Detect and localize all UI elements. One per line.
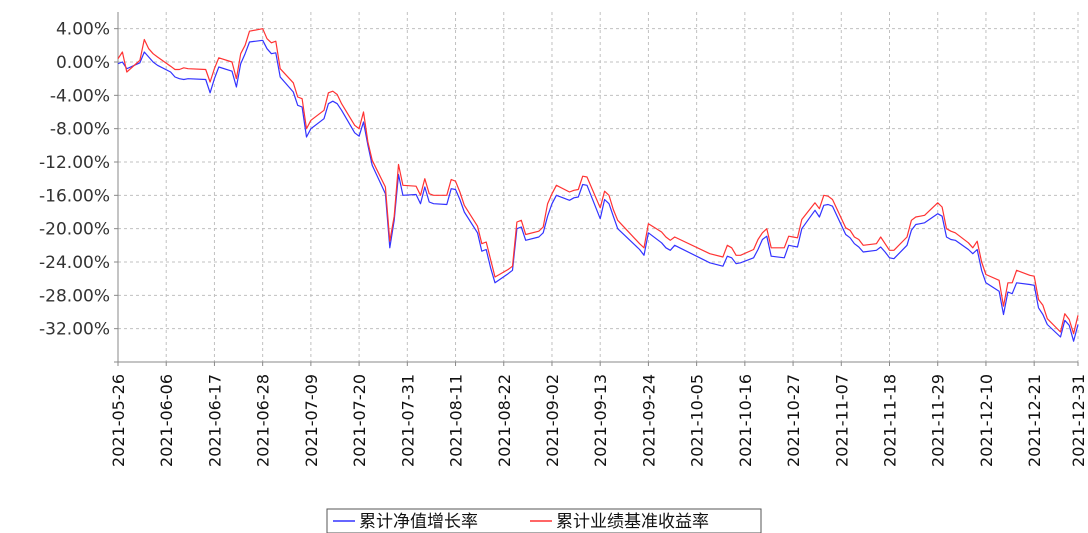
- y-tick-label: -24.00%: [39, 253, 110, 273]
- x-tick-label: 2021-12-21: [1025, 374, 1044, 467]
- x-tick-label: 2021-10-27: [784, 374, 803, 467]
- series-line-2: [117, 28, 1079, 335]
- x-tick-label: 2021-07-09: [302, 374, 321, 467]
- x-tick-label: 2021-07-20: [350, 374, 369, 467]
- x-tick-label: 2021-08-22: [495, 374, 514, 467]
- x-tick-label: 2021-11-18: [881, 374, 900, 467]
- x-tick-label: 2021-10-05: [688, 374, 707, 467]
- x-tick-label: 2021-11-29: [929, 374, 948, 467]
- x-tick-label: 2021-09-24: [639, 374, 658, 467]
- grid-lines: [117, 12, 1079, 362]
- x-tick-label: 2021-06-28: [254, 374, 273, 467]
- x-tick-label: 2021-11-07: [832, 374, 851, 467]
- y-tick-label: -32.00%: [39, 320, 110, 340]
- x-axis: 2021-05-26 2021-06-06 2021-06-17 2021-06-28…: [109, 361, 1088, 467]
- series-lines: [117, 28, 1079, 342]
- x-tick-label: 2021-09-02: [543, 374, 562, 467]
- x-tick-label: 2021-08-11: [447, 374, 466, 467]
- legend: 累计净值增长率 累计业绩基准收益率: [326, 508, 762, 533]
- x-tick-label: 2021-12-31: [1069, 374, 1088, 467]
- x-tick-label: 2021-06-06: [157, 374, 176, 467]
- y-tick-label: -28.00%: [39, 286, 110, 306]
- x-tick-label: 2021-09-13: [591, 374, 610, 467]
- x-tick-label: 2021-05-26: [109, 374, 128, 467]
- x-tick-label: 2021-12-10: [977, 374, 996, 467]
- y-tick-label: -8.00%: [50, 120, 110, 140]
- plot-background: [118, 12, 1078, 362]
- legend-label-series-2: 累计业绩基准收益率: [556, 512, 709, 532]
- y-tick-label: 4.00%: [56, 20, 110, 40]
- y-axis: 4.00% 0.00% -4.00% -8.00% -12.00% -16.00% -20.…: [39, 12, 119, 366]
- legend-label-series-1: 累计净值增长率: [359, 512, 478, 532]
- y-tick-label: 0.00%: [56, 53, 110, 73]
- y-tick-label: -4.00%: [50, 86, 110, 106]
- x-tick-label: 2021-07-31: [398, 374, 417, 467]
- y-tick-label: -16.00%: [39, 186, 110, 206]
- y-tick-label: -20.00%: [39, 220, 110, 240]
- y-tick-label: -12.00%: [39, 153, 110, 173]
- series-line-1: [117, 39, 1079, 342]
- x-tick-label: 2021-06-17: [205, 374, 224, 467]
- x-tick-label: 2021-10-16: [736, 374, 755, 467]
